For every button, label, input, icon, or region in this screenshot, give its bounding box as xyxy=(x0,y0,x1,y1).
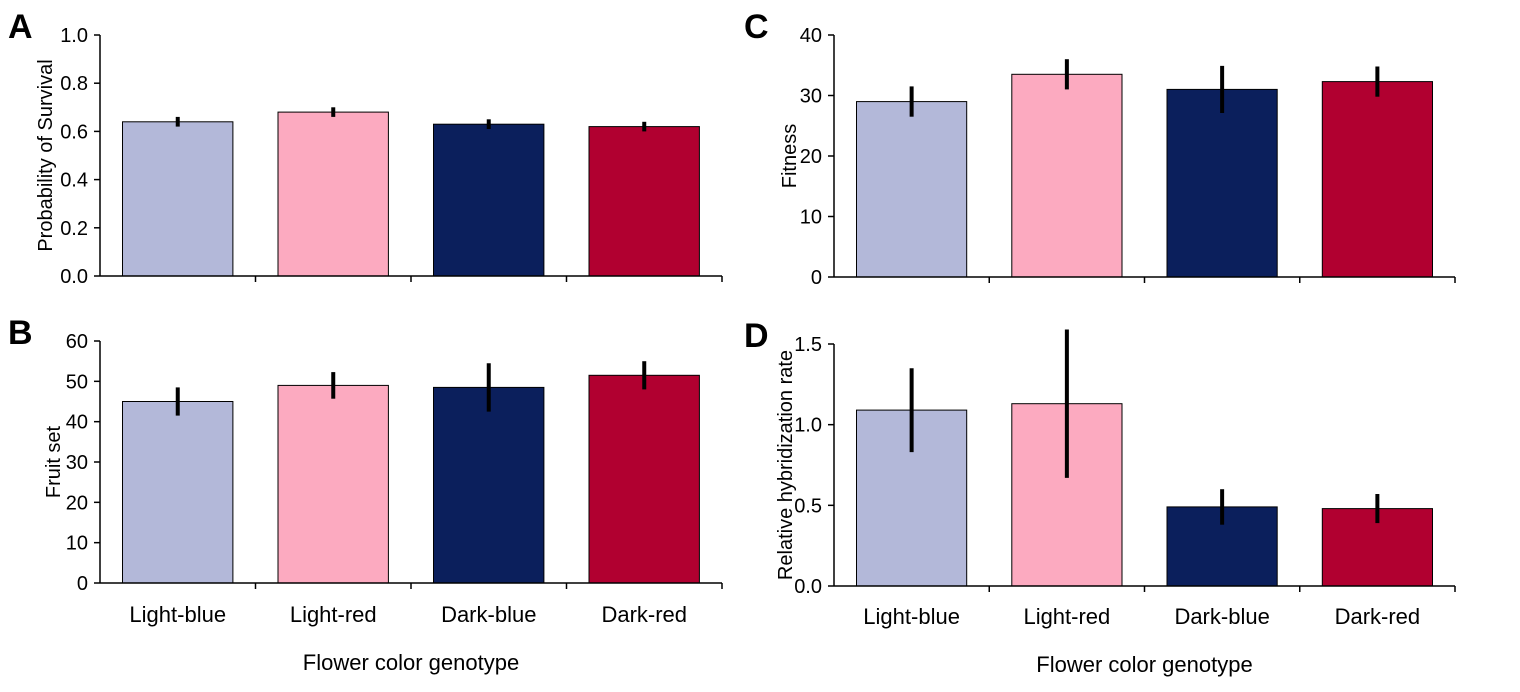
y-tick-label-c: 30 xyxy=(800,86,822,108)
bar-b-dark-blue xyxy=(433,386,545,584)
category-label-d-light-blue: Light-blue xyxy=(863,604,960,629)
y-tick-label-d: 1.0 xyxy=(794,415,822,437)
y-tick-label-c: 20 xyxy=(800,146,822,168)
y-tick-label-a: 1.0 xyxy=(60,25,88,47)
y-tick-label-c: 10 xyxy=(800,207,822,229)
y-tick-label-d: 0.0 xyxy=(794,576,822,598)
bar-c-light-red xyxy=(1011,73,1123,278)
panel-letter-c: C xyxy=(744,8,769,46)
y-axis-label-a: Probability of Survival xyxy=(35,59,57,251)
bar-a-light-red xyxy=(277,111,389,277)
y-tick-label-d: 1.5 xyxy=(794,334,822,356)
category-label-b-light-blue: Light-blue xyxy=(129,602,226,627)
y-tick-label-b: 30 xyxy=(66,452,88,474)
bar-a-dark-blue xyxy=(433,123,545,277)
category-label-d-dark-blue: Dark-blue xyxy=(1174,604,1269,629)
y-tick-label-a: 0.6 xyxy=(60,121,88,143)
bar-b-light-red xyxy=(277,384,389,584)
category-label-b-dark-red: Dark-red xyxy=(601,602,687,627)
y-tick-label-b: 40 xyxy=(66,412,88,434)
x-axis-title-b: Flower color genotype xyxy=(303,650,519,675)
panel-letter-d: D xyxy=(744,317,769,355)
y-tick-label-a: 0.2 xyxy=(60,218,88,240)
y-tick-label-b: 20 xyxy=(66,492,88,514)
category-label-d-dark-red: Dark-red xyxy=(1335,604,1421,629)
category-label-b-light-red: Light-red xyxy=(290,602,377,627)
panel-letter-b: B xyxy=(8,314,33,352)
bar-a-light-blue xyxy=(122,121,234,277)
bar-c-dark-red xyxy=(1321,81,1434,278)
panel-letter-a: A xyxy=(8,8,33,46)
x-axis-title-d: Flower color genotype xyxy=(1036,652,1252,677)
bar-c-light-blue xyxy=(856,101,968,278)
category-label-d-light-red: Light-red xyxy=(1023,604,1110,629)
y-tick-label-a: 0.4 xyxy=(60,170,88,192)
y-axis-label-d: Relative hybridization rate xyxy=(775,350,797,580)
bar-b-light-blue xyxy=(122,401,234,584)
bar-a-dark-red xyxy=(588,126,700,277)
y-tick-label-b: 10 xyxy=(66,533,88,555)
y-tick-label-c: 40 xyxy=(800,25,822,47)
y-tick-label-d: 0.5 xyxy=(794,495,822,517)
y-axis-label-b: Fruit set xyxy=(43,425,65,498)
bar-b-dark-red xyxy=(588,374,700,584)
y-tick-label-b: 60 xyxy=(66,331,88,353)
y-tick-label-a: 0.0 xyxy=(60,266,88,288)
bar-c-dark-blue xyxy=(1166,88,1278,278)
y-tick-label-c: 0 xyxy=(811,267,822,289)
y-axis-label-c: Fitness xyxy=(779,124,801,188)
y-tick-label-b: 0 xyxy=(77,573,88,595)
y-tick-label-b: 50 xyxy=(66,371,88,393)
y-tick-label-a: 0.8 xyxy=(60,73,88,95)
category-label-b-dark-blue: Dark-blue xyxy=(441,602,536,627)
